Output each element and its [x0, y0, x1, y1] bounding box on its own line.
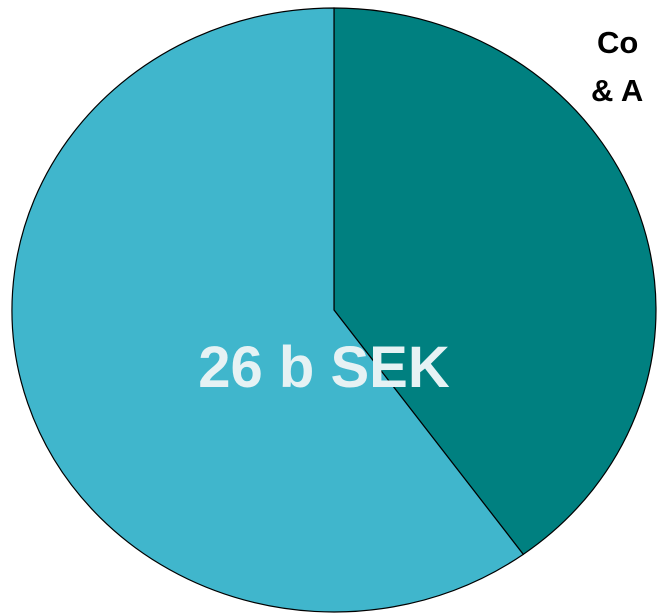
chart-title-line: Co	[597, 25, 638, 60]
chart-title-line: & A	[591, 73, 643, 108]
pie	[11, 7, 657, 613]
pie-slice	[333, 7, 657, 556]
center-label: 26 b SEK	[198, 335, 450, 400]
pie-slice	[11, 7, 525, 613]
